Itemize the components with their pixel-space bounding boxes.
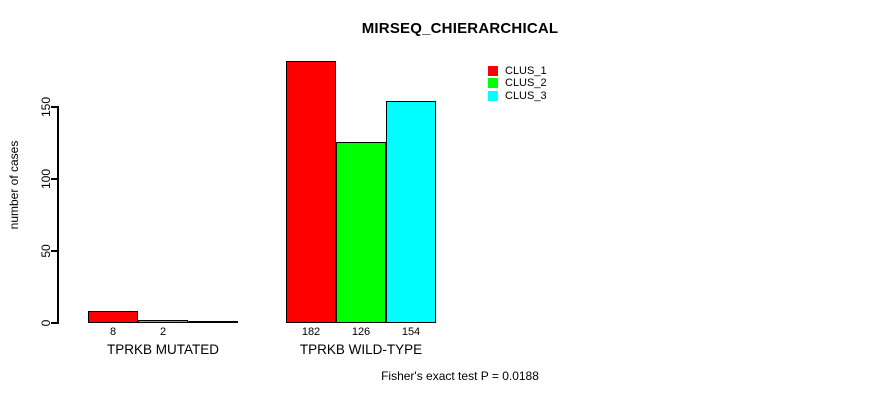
bar-value-label: 2 [159,326,167,338]
legend-item: CLUS_3 [488,90,547,102]
y-tick-label: 0 [39,319,53,327]
y-tick-mark [51,250,58,252]
legend-item: CLUS_1 [488,65,547,77]
bar-clus_3 [386,101,436,323]
legend-label: CLUS_3 [505,89,547,102]
y-tick-mark [51,322,58,324]
chart-title: MIRSEQ_CHIERARCHICAL [361,20,559,37]
bar-value-label: 126 [351,326,371,338]
legend-label: CLUS_2 [505,77,547,90]
y-tick-label: 50 [39,244,53,258]
legend-swatch-clus_2 [488,78,498,89]
legend-swatch-clus_1 [488,66,498,76]
bar-clus_1 [286,61,336,323]
bar-value-label: 154 [401,326,421,338]
y-tick-label: 100 [39,168,53,190]
bar-clus_2 [138,320,188,323]
bar-value-label: 8 [109,326,117,338]
annotation-text: Fisher's exact test P = 0.0188 [381,369,539,383]
y-axis-label: number of cases [7,140,21,230]
bar-clus_1 [88,311,138,323]
bar-value-label: 182 [301,326,321,338]
category-label: TPRKB MUTATED [106,342,220,357]
y-tick-label: 150 [39,96,53,118]
y-axis [57,106,59,324]
legend-label: CLUS_1 [505,65,547,77]
legend-item: CLUS_2 [488,77,547,89]
y-tick-mark [51,178,58,180]
y-tick-mark [51,106,58,108]
bar-clus_2 [336,142,386,323]
category-label: TPRKB WILD-TYPE [299,342,423,357]
legend-swatch-clus_3 [488,90,498,101]
